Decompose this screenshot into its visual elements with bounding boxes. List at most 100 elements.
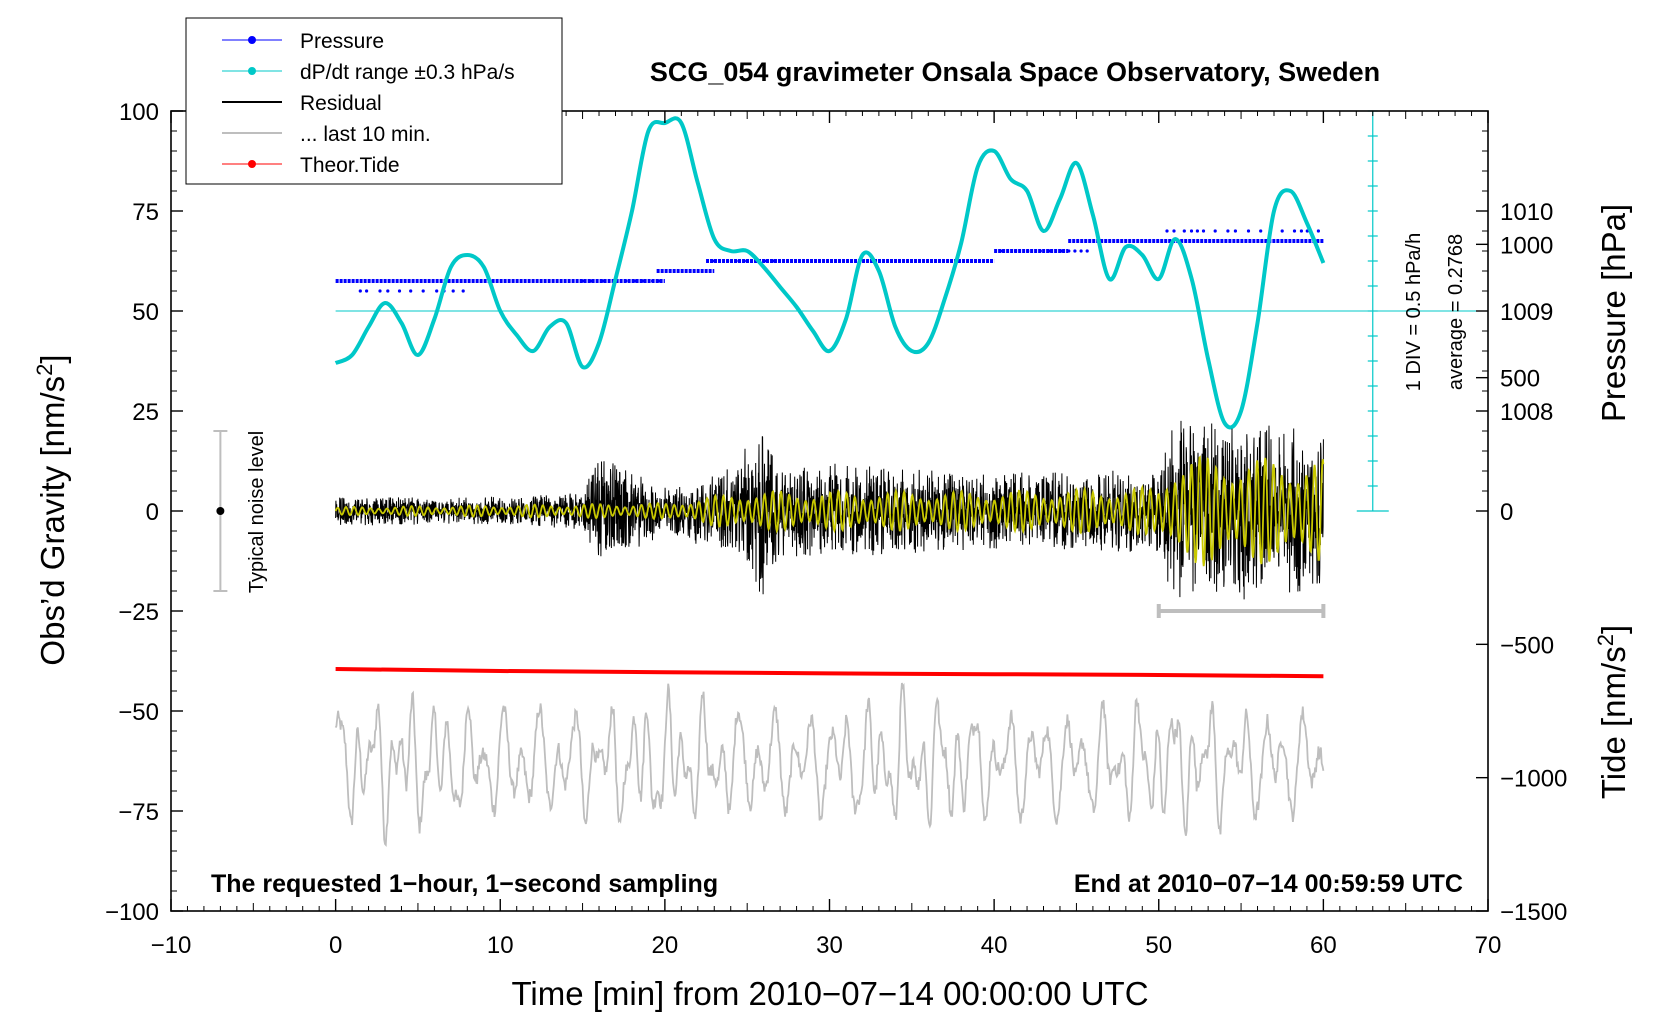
tide-tick-label: −500 (1500, 632, 1554, 659)
pressure-point (745, 259, 749, 263)
pressure-point (1079, 249, 1083, 253)
range-bars (213, 430, 1326, 618)
pressure-point (409, 289, 413, 293)
pressure-point (764, 259, 769, 263)
pressure-point (641, 279, 645, 283)
last10-line (334, 682, 1325, 848)
x-tick-label: 60 (1310, 932, 1337, 959)
annotation-dpdt-div: 1 DIV = 0.5 hPa/h (1403, 233, 1425, 391)
dpdt-series (334, 116, 1326, 430)
pressure-point (1246, 229, 1251, 233)
pressure-axis-title: Pressure [hPa] (1595, 204, 1632, 422)
y-tick-label: −100 (105, 899, 159, 926)
y-tick-label: 75 (132, 199, 159, 226)
noise-bar-center (216, 507, 225, 515)
pressure-axis-ticks: 1010 1009 1008 (1476, 130, 1553, 492)
pressure-point (712, 259, 716, 263)
tide-axis-title: Tide [nm/s2] (1593, 625, 1632, 799)
legend-label-dpdt: dP/dt range ±0.3 hPa/s (300, 61, 515, 84)
pressure-point (1085, 249, 1089, 253)
tide-line (335, 667, 1324, 679)
x-tick-label: 10 (487, 932, 514, 959)
x-tick-label: −10 (151, 932, 192, 959)
legend-label-tide: Theor.Tide (300, 154, 400, 177)
y-tick-label: 100 (119, 99, 159, 126)
dpdt-line (334, 116, 1326, 430)
pressure-series (335, 229, 1324, 293)
y-axis-title: Obs’d Gravity [nm/s2] (32, 354, 71, 665)
pressure-point (1182, 229, 1186, 233)
pressure-point (421, 289, 425, 293)
pressure-point (1299, 229, 1303, 233)
x-tick-label: 0 (329, 932, 342, 959)
pressure-point (651, 279, 655, 283)
pressure-point (726, 259, 730, 263)
pressure-point (451, 289, 455, 293)
pressure-tick-label: 1010 (1500, 199, 1553, 226)
chart-title: SCG_054 gravimeter Onsala Space Observat… (650, 57, 1380, 87)
pressure-point (772, 259, 776, 263)
pressure-point (378, 289, 382, 293)
legend: Pressure dP/dt range ±0.3 hPa/s Residual… (185, 17, 563, 185)
pressure-point (1226, 229, 1230, 233)
y-tick-label: −25 (118, 599, 159, 626)
y-axis-title-main: Obs’d Gravity [nm/s (34, 376, 71, 666)
annotation-noise-level: Typical noise level (246, 431, 268, 593)
pressure-point (1165, 229, 1169, 233)
pressure-point (624, 279, 628, 283)
y-tick-label: −50 (118, 699, 159, 726)
tide-axis-title-main: Tide [nm/s (1595, 646, 1632, 799)
pressure-point (657, 279, 661, 283)
pressure-point (1213, 229, 1217, 233)
x-tick-label: 30 (816, 932, 843, 959)
pressure-point (1059, 249, 1064, 253)
x-tick-label: 70 (1475, 932, 1502, 959)
pressure-point (1014, 249, 1018, 253)
pressure-point (1280, 229, 1284, 233)
pressure-point (435, 289, 439, 293)
tide-tick-label: 500 (1500, 366, 1540, 393)
y-tick-label: 0 (146, 499, 159, 526)
pressure-point (461, 289, 465, 293)
pressure-point (1026, 249, 1030, 253)
pressure-point (737, 259, 741, 263)
pressure-tick-label: 1008 (1500, 399, 1553, 426)
pressure-point (1038, 249, 1042, 253)
tide-tick-label: −1500 (1500, 899, 1567, 926)
last10-series (334, 682, 1325, 848)
annotation-sampling: The requested 1−hour, 1−second sampling (211, 870, 718, 898)
pressure-point (1067, 249, 1071, 253)
tide-tick-label: −1000 (1500, 766, 1567, 793)
legend-marker-dpdt (248, 67, 256, 75)
residual-series (334, 420, 1325, 600)
pressure-point (1195, 229, 1199, 233)
y-axis-title-sup: 2 (32, 364, 57, 376)
pressure-point (1316, 229, 1320, 233)
residual-smoothed-line (334, 455, 1325, 567)
pressure-point (1000, 249, 1005, 253)
pressure-point (1189, 229, 1194, 233)
x-axis-ticks: −10 0 10 20 30 40 50 60 70 (151, 111, 1502, 959)
pressure-point (1201, 229, 1206, 233)
tide-axis-ticks: 1000 500 0 −500 −1000 −1500 (1476, 232, 1567, 926)
pressure-point (589, 279, 593, 283)
legend-marker-pressure (248, 36, 256, 44)
tide-axis-title-sup: 2 (1593, 634, 1618, 646)
pressure-point (365, 289, 369, 293)
pressure-point (358, 289, 362, 293)
annotation-end-time: End at 2010−07−14 00:59:59 UTC (1074, 870, 1463, 898)
y-tick-label: −75 (118, 799, 159, 826)
legend-label-pressure: Pressure (300, 30, 384, 53)
pressure-point (1292, 229, 1297, 233)
pressure-point (581, 279, 585, 283)
pressure-point (1047, 249, 1051, 253)
tide-tick-label: 1000 (1500, 232, 1553, 259)
y-axis-title-tail: ] (34, 354, 71, 363)
tide-axis-title-tail: ] (1595, 625, 1632, 634)
x-tick-label: 50 (1145, 932, 1172, 959)
tide-tick-label: 0 (1500, 499, 1513, 526)
x-tick-label: 40 (981, 932, 1008, 959)
annotation-dpdt-average: average = 0.2768 (1445, 234, 1467, 390)
legend-label-residual: Residual (300, 92, 382, 115)
